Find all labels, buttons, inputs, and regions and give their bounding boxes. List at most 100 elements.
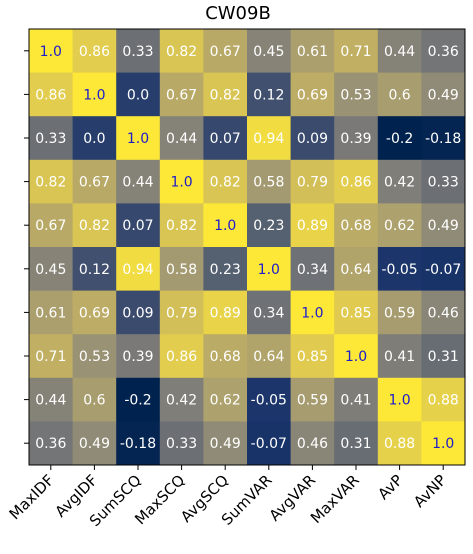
x-tick-label: MaxVAR [307,471,363,527]
cell-value-label: 0.49 [210,436,241,452]
cell-value-label: 0.59 [384,305,415,321]
cell-value-label: 0.79 [297,175,328,191]
heatmap-cell [203,203,248,248]
heatmap-cell [377,247,422,292]
heatmap-cell [377,72,422,117]
cell-value-label: 0.42 [384,175,415,191]
heatmap-value-labels: 1.0 0.86 0.33 0.82 0.67 0.45 0.61 0.71 0.44 0.36 0… [35,44,461,452]
heatmap-cell [29,159,74,204]
cell-value-label: 0.67 [210,44,241,60]
cell-value-label: -0.05 [251,393,287,409]
cell-value-label: 1.0 [301,305,323,321]
cell-value-label: -0.2 [124,393,151,409]
cell-value-label: 0.89 [210,305,241,321]
heatmap-cell [116,29,161,74]
heatmap-cell [334,290,379,335]
heatmap-cell [334,72,379,117]
heatmap-cell [203,290,248,335]
heatmap-cell [421,116,466,161]
cell-value-label: 0.46 [297,436,328,452]
cell-value-label: 0.64 [340,262,371,278]
heatmap-cell [421,377,466,422]
cell-value-label: -0.2 [386,131,413,147]
cell-value-label: 0.68 [210,349,241,365]
cell-value-label: 0.44 [35,393,66,409]
cell-value-label: 0.12 [79,262,110,278]
heatmap-cell [290,159,335,204]
heatmap-cell [203,247,248,292]
heatmap-cell [377,116,422,161]
cell-value-label: -0.05 [381,262,417,278]
heatmap-cell [247,29,292,74]
heatmap-cell [377,290,422,335]
cell-value-label: 0.07 [122,218,153,234]
cell-value-label: 0.07 [210,131,241,147]
cell-value-label: 0.71 [35,349,66,365]
heatmap-cell [334,334,379,379]
cell-value-label: 0.82 [166,218,197,234]
heatmap-cell [421,29,466,74]
heatmap-cell [72,421,117,466]
heatmap-cell [377,334,422,379]
cell-value-label: 0.86 [35,87,66,103]
heatmap-cell [334,203,379,248]
heatmap-cell [72,116,117,161]
cell-value-label: 0.49 [79,436,110,452]
cell-value-label: 0.86 [166,349,197,365]
heatmap-cell [203,334,248,379]
cell-value-label: 0.49 [428,218,459,234]
heatmap-cell [290,377,335,422]
cell-value-label: 0.69 [79,305,110,321]
heatmap-cell [116,159,161,204]
cell-value-label: 0.61 [297,44,328,60]
cell-value-label: 0.33 [428,175,459,191]
heatmap-cell [29,29,74,74]
cell-value-label: 0.31 [428,349,459,365]
cell-value-label: 1.0 [388,393,410,409]
cell-value-label: 0.33 [35,131,66,147]
heatmap-cell [72,203,117,248]
cell-value-label: 0.09 [122,305,153,321]
cell-value-label: 0.23 [210,262,241,278]
heatmap-cell [159,421,204,466]
heatmap-cell [72,377,117,422]
heatmap-cell [116,116,161,161]
heatmap-cell [290,290,335,335]
cell-value-label: 0.53 [340,87,371,103]
heatmap-cell [247,72,292,117]
heatmap-cell [290,116,335,161]
cell-value-label: 0.36 [428,44,459,60]
y-axis [24,50,29,444]
heatmap-cell [247,159,292,204]
cell-value-label: 0.34 [297,262,328,278]
x-tick-label: AvNP [410,471,450,511]
heatmap-cell [72,159,117,204]
cell-value-label: 0.39 [122,349,153,365]
heatmap-cell [334,29,379,74]
heatmap-cell [334,421,379,466]
cell-value-label: 0.64 [253,349,284,365]
heatmap-cell [29,203,74,248]
heatmap-cell [290,203,335,248]
heatmap-cell [247,334,292,379]
cell-value-label: 0.0 [127,87,149,103]
heatmap-cell [377,421,422,466]
heatmap-cells [29,29,466,466]
cell-value-label: 0.86 [79,44,110,60]
heatmap-cell [203,72,248,117]
heatmap-cell [247,377,292,422]
cell-value-label: 0.88 [428,393,459,409]
cell-value-label: 0.62 [384,218,415,234]
cell-value-label: 0.41 [384,349,415,365]
cell-value-label: 1.0 [432,436,454,452]
heatmap-cell [203,377,248,422]
cell-value-label: 1.0 [258,262,280,278]
heatmap-cell [29,72,74,117]
heatmap-cell [203,116,248,161]
cell-value-label: 0.09 [297,131,328,147]
cell-value-label: 1.0 [83,87,105,103]
cell-value-label: 0.86 [340,175,371,191]
cell-value-label: 0.62 [210,393,241,409]
cell-value-label: 0.45 [35,262,66,278]
heatmap-cell [247,116,292,161]
